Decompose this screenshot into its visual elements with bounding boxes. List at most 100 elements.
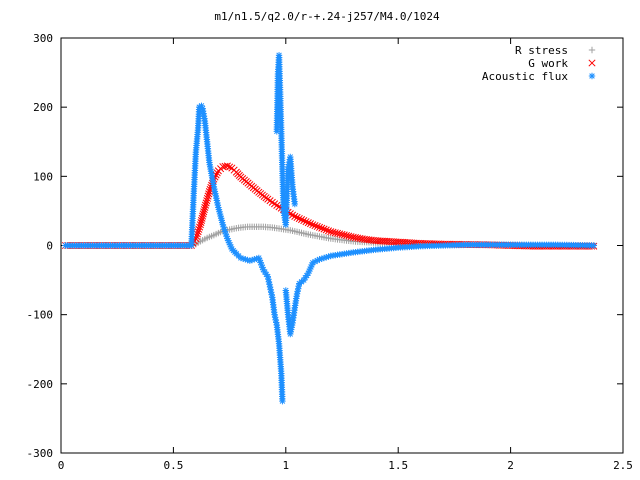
- data-point: [308, 261, 316, 269]
- data-point: [204, 192, 212, 200]
- data-point: [259, 264, 266, 271]
- data-point: [242, 256, 249, 263]
- data-point: [590, 242, 597, 249]
- data-point: [311, 222, 319, 230]
- data-point: [318, 255, 325, 262]
- data-point: [226, 163, 234, 171]
- data-point: [219, 219, 226, 226]
- data-point: [266, 281, 273, 288]
- x-tick-label: 0: [58, 459, 65, 472]
- data-point: [216, 210, 224, 218]
- data-point: [304, 219, 312, 227]
- data-point: [314, 257, 321, 264]
- data-point: [258, 261, 265, 269]
- data-point: [200, 208, 208, 216]
- data-point: [295, 282, 302, 290]
- data-point: [212, 171, 220, 179]
- data-point: [307, 263, 315, 271]
- chart-title: m1/n1.5/q2.0/r-+.24-j257/M4.0/1024: [214, 10, 440, 23]
- data-point: [320, 254, 328, 262]
- data-point: [272, 316, 279, 324]
- x-tick-label: 0.5: [163, 459, 183, 472]
- data-point: [215, 206, 223, 213]
- data-point: [196, 103, 203, 111]
- data-point: [273, 319, 280, 326]
- data-point: [199, 210, 207, 218]
- data-point: [294, 288, 301, 295]
- data-point: [223, 162, 231, 170]
- data-point: [293, 213, 301, 222]
- data-point: [203, 194, 211, 202]
- data-point: [251, 256, 258, 263]
- x-tick-label: 1.5: [388, 459, 408, 472]
- data-point: [196, 223, 204, 231]
- data-point: [318, 224, 326, 232]
- data-point: [198, 214, 206, 222]
- data-point: [257, 259, 264, 266]
- data-point: [325, 253, 332, 260]
- y-tick-label: -200: [27, 378, 54, 391]
- data-point: [246, 257, 254, 264]
- data-point: [333, 229, 342, 237]
- data-point: [306, 265, 314, 273]
- data-point: [303, 272, 310, 279]
- data-point: [193, 230, 201, 238]
- data-point: [203, 197, 211, 205]
- data-point: [226, 241, 234, 249]
- y-tick-label: -100: [27, 309, 54, 322]
- data-point: [256, 257, 263, 264]
- data-point: [195, 225, 203, 233]
- data-point: [197, 216, 206, 224]
- data-point: [331, 229, 339, 237]
- data-point: [244, 256, 251, 264]
- y-tick-label: 0: [46, 240, 53, 253]
- data-point: [263, 271, 270, 278]
- legend-marker: [588, 59, 596, 67]
- data-point: [302, 218, 310, 226]
- data-point: [237, 254, 245, 262]
- data-point: [194, 228, 202, 236]
- data-point: [218, 217, 225, 224]
- data-point: [305, 269, 312, 277]
- legend-marker: [588, 72, 596, 80]
- data-point: [205, 190, 213, 198]
- data-point: [219, 221, 227, 228]
- series-g-work: [61, 162, 598, 250]
- data-point: [322, 226, 330, 234]
- y-tick-label: 200: [33, 101, 53, 114]
- data-point: [320, 225, 328, 233]
- x-tick-label: 1: [282, 459, 289, 472]
- data-point: [248, 256, 256, 264]
- data-point: [300, 276, 307, 284]
- data-point: [294, 285, 302, 292]
- legend-marker: [588, 46, 596, 54]
- data-point: [329, 228, 337, 236]
- data-point: [221, 228, 229, 235]
- x-tick-label: 2.5: [613, 459, 633, 472]
- data-point: [220, 223, 227, 231]
- data-point: [300, 217, 308, 225]
- data-point: [316, 256, 323, 263]
- data-point: [217, 215, 225, 222]
- series-acoustic-flux: [62, 52, 597, 405]
- data-point: [265, 276, 272, 283]
- data-point: [221, 226, 228, 233]
- data-point: [201, 203, 209, 212]
- data-point: [196, 221, 204, 229]
- data-point: [291, 212, 299, 221]
- data-point: [260, 266, 267, 273]
- x-tick-label: 2: [507, 459, 514, 472]
- data-point: [271, 314, 279, 321]
- legend-label: G work: [528, 57, 568, 70]
- legend-label: Acoustic flux: [482, 70, 568, 83]
- data-point: [309, 259, 316, 266]
- data-point: [239, 255, 247, 262]
- data-point: [200, 206, 208, 214]
- data-point: [293, 290, 301, 298]
- data-point: [253, 255, 260, 262]
- data-point: [261, 268, 269, 276]
- data-point: [342, 231, 351, 240]
- data-point: [311, 258, 319, 265]
- data-point: [295, 214, 303, 223]
- data-point: [313, 222, 321, 231]
